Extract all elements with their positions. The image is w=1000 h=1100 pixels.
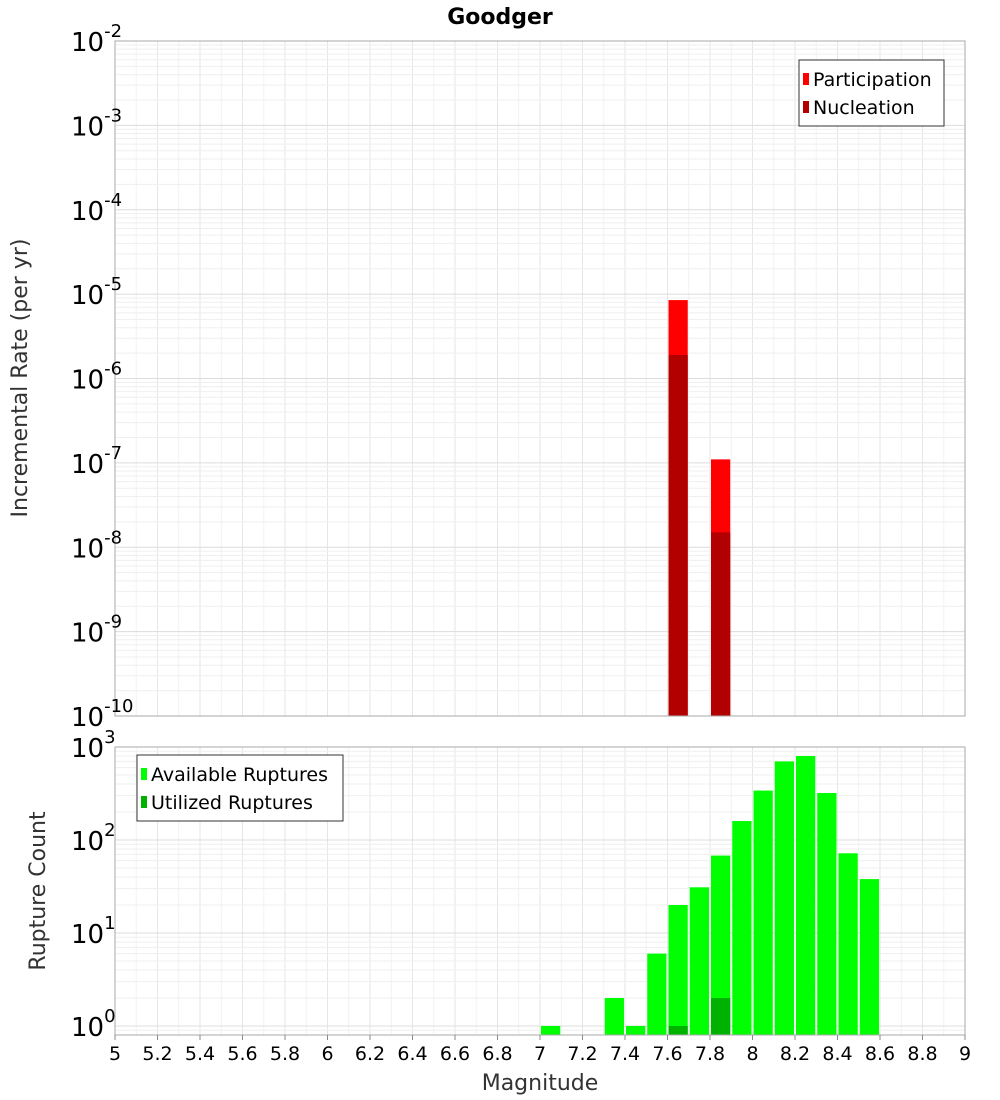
x-tick-label: 8	[746, 1043, 758, 1065]
bottom-bars	[541, 756, 879, 1035]
top-y-tick-labels: 10-2 10-3 10-4 10-5 10-6 10-7 10-8 10-9 10-10	[71, 21, 134, 733]
legend-swatch	[803, 73, 809, 85]
bar-available-ruptures	[647, 953, 667, 1035]
bar-nucleation	[668, 354, 688, 716]
bar-available-ruptures	[689, 887, 709, 1035]
bar-available-ruptures	[859, 879, 879, 1035]
legend-box	[798, 59, 945, 127]
bar-available-ruptures	[668, 904, 688, 1035]
legend-swatch	[141, 796, 147, 808]
bottom-y-axis-label: Rupture Count	[26, 811, 51, 971]
top-y-axis-label: Incremental Rate (per yr)	[8, 239, 33, 518]
y-tick-label: 102	[71, 820, 116, 857]
bar-available-ruptures	[711, 855, 731, 1035]
x-tick-labels: 5 5.2 5.4 5.6 5.8 6 6.2 6.4 6.6 6.8 7 7.2 7.4 7.6 7.8 8…	[109, 1035, 971, 1065]
x-tick-label: 7.4	[610, 1043, 640, 1065]
bar-available-ruptures	[817, 793, 837, 1035]
x-tick-label: 6.6	[440, 1043, 470, 1065]
y-tick-label: 10-2	[71, 21, 122, 58]
x-tick-label: 5	[109, 1043, 121, 1065]
bar-nucleation	[711, 532, 731, 716]
y-tick-label: 10-7	[71, 443, 122, 480]
bar-utilized-ruptures	[711, 997, 731, 1035]
bottom-y-tick-labels: 103 102 101 100	[71, 727, 116, 1043]
x-tick-label: 9	[959, 1043, 971, 1065]
x-tick-label: 8.8	[907, 1043, 937, 1065]
x-tick-label: 8.4	[822, 1043, 852, 1065]
x-tick-label: 5.6	[227, 1043, 257, 1065]
bar-available-ruptures	[753, 790, 773, 1035]
bar-available-ruptures	[541, 1025, 561, 1035]
x-tick-label: 6.8	[482, 1043, 512, 1065]
chart-title: Goodger	[447, 5, 553, 30]
y-tick-label: 100	[71, 1006, 116, 1043]
bar-utilized-ruptures	[668, 1025, 688, 1035]
y-tick-label: 10-8	[71, 527, 122, 564]
top-plot-frame	[114, 40, 966, 717]
x-tick-label: 7.8	[695, 1043, 725, 1065]
bar-available-ruptures	[838, 853, 858, 1035]
y-tick-label: 103	[71, 727, 116, 764]
x-tick-label: 8.2	[780, 1043, 810, 1065]
legend-label: Nucleation	[813, 97, 915, 119]
y-tick-label: 10-6	[71, 359, 122, 396]
legend-label: Participation	[813, 69, 932, 91]
y-tick-label: 10-9	[71, 612, 122, 649]
x-tick-label: 5.8	[270, 1043, 300, 1065]
y-tick-label: 10-5	[71, 274, 122, 311]
top-legend: Participation Nucleation	[798, 59, 945, 127]
x-tick-label: 7	[534, 1043, 546, 1065]
bar-available-ruptures	[732, 821, 752, 1035]
bar-available-ruptures	[774, 761, 794, 1035]
bar-available-ruptures	[604, 997, 624, 1035]
top-bars	[668, 300, 731, 716]
x-tick-label: 7.6	[652, 1043, 682, 1065]
x-tick-label: 6.2	[355, 1043, 385, 1065]
x-tick-label: 5.4	[185, 1043, 215, 1065]
x-tick-label: 6	[321, 1043, 333, 1065]
x-tick-label: 7.2	[567, 1043, 597, 1065]
legend-label: Available Ruptures	[151, 764, 328, 786]
legend-swatch	[141, 768, 147, 780]
legend-box	[136, 754, 344, 822]
bar-available-ruptures	[796, 756, 816, 1035]
x-tick-label: 6.4	[397, 1043, 427, 1065]
x-axis-label: Magnitude	[482, 1071, 599, 1096]
y-tick-label: 10-10	[71, 696, 134, 733]
y-tick-label: 101	[71, 913, 116, 950]
bar-available-ruptures	[626, 1025, 646, 1035]
legend-swatch	[803, 101, 809, 113]
x-tick-label: 8.6	[865, 1043, 895, 1065]
y-tick-label: 10-4	[71, 190, 122, 227]
bottom-legend: Available Ruptures Utilized Ruptures	[136, 754, 344, 822]
legend-label: Utilized Ruptures	[151, 792, 313, 814]
top-gridlines	[114, 40, 966, 717]
x-tick-label: 5.2	[142, 1043, 172, 1065]
y-tick-label: 10-3	[71, 105, 122, 142]
